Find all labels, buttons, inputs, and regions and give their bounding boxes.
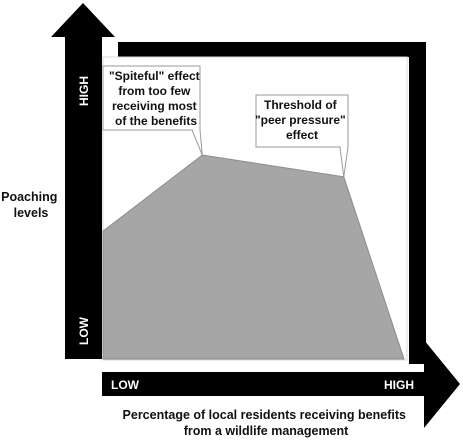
y-axis-label-line-1: Poaching — [1, 190, 57, 204]
y-axis-label-line-2: levels — [14, 206, 49, 220]
annotation-spiteful-line-4: of the benefits — [115, 114, 197, 128]
svg-text:Percentage of local residents: Percentage of local residents receiving … — [123, 408, 410, 438]
annotation-spiteful-line-2: from too few — [118, 84, 191, 98]
x-axis-bar — [102, 372, 428, 396]
annotation-spiteful-line-3: receiving most — [112, 99, 197, 113]
annotation-spiteful-line-1: "Spiteful" effect — [109, 69, 200, 83]
annotation-spiteful-callout — [102, 65, 203, 156]
y-tick-low: LOW — [77, 316, 91, 345]
y-tick-high: HIGH — [77, 76, 91, 106]
y-axis-bar — [65, 35, 102, 359]
annotation-threshold: Threshold of "peer pressure" effect — [255, 94, 349, 177]
annotation-threshold-callout — [255, 94, 349, 177]
x-axis-label-line-2: from a wildlife management — [184, 424, 349, 438]
x-tick-high: HIGH — [384, 378, 414, 392]
annotation-threshold-line-3: effect — [286, 128, 318, 142]
x-tick-low: LOW — [111, 378, 140, 392]
x-axis-label-line-1: Percentage of local residents receiving … — [123, 408, 406, 422]
svg-text:Threshold of "peer press: Threshold of "peer pressure" effect — [255, 98, 349, 142]
annotation-threshold-line-2: "peer pressure" — [255, 113, 346, 127]
area-series — [102, 154, 405, 360]
frame-top-bar — [118, 42, 426, 57]
annotation-spiteful: "Spiteful" effect from too few receiving… — [102, 65, 203, 156]
svg-text:"Spiteful" effect from t: "Spiteful" effect from too few receiving… — [109, 69, 203, 128]
frame-right-bar — [409, 42, 426, 364]
x-axis-arrowhead — [424, 340, 460, 428]
y-axis-arrowhead — [51, 3, 115, 37]
annotation-threshold-line-1: Threshold of — [264, 98, 338, 112]
svg-text:Poaching levels: Poaching levels — [1, 190, 61, 220]
